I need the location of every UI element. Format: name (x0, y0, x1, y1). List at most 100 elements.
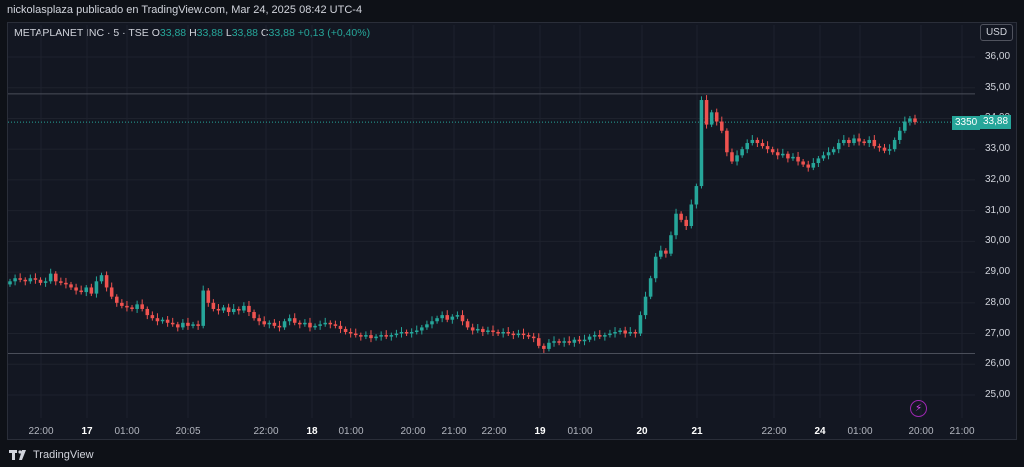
candle-body (191, 324, 195, 326)
candle-body (694, 186, 699, 205)
candle-body (582, 339, 587, 342)
candle-body (699, 100, 704, 187)
candle-body (160, 319, 165, 322)
x-tick-label: 21:00 (949, 426, 975, 437)
candle-body (13, 278, 17, 282)
candle-body (237, 308, 241, 311)
candle-body (211, 302, 216, 309)
candle-body (262, 321, 266, 325)
candle-body (53, 273, 58, 282)
candle-body (597, 335, 602, 337)
x-tick-label: 19 (534, 426, 546, 437)
candle-body (109, 287, 114, 297)
candle-body (460, 315, 465, 322)
candle-body (267, 322, 272, 325)
candle-body (516, 333, 521, 336)
candle-body (847, 139, 851, 144)
symbol-name[interactable]: METAPLANET INC · 5 · TSE (14, 27, 149, 39)
candle-body (130, 307, 134, 309)
candle-body (409, 332, 414, 334)
x-tick-label: 20:05 (175, 426, 201, 437)
candle-body (145, 308, 150, 316)
y-tick-label: 26,00 (985, 358, 1011, 370)
candle-body (359, 335, 363, 337)
candle-body (679, 213, 683, 220)
candle-body (114, 296, 119, 303)
candle-body (196, 324, 200, 326)
candle-body (435, 318, 439, 322)
candle-body (104, 275, 109, 288)
candle-body (399, 332, 404, 334)
candle-body (689, 204, 694, 226)
candle-body (572, 339, 577, 343)
candle-body (74, 287, 78, 291)
y-tick-label: 33,00 (985, 143, 1011, 155)
candle-body (155, 318, 160, 322)
candle-body (379, 335, 383, 337)
y-tick-label: 25,00 (985, 389, 1011, 400)
candle-body (735, 155, 739, 162)
volume-tag: 3350 (952, 116, 981, 130)
candle-body (33, 278, 38, 280)
candle-body (43, 281, 48, 283)
candle-body (857, 138, 861, 142)
candle-body (84, 287, 89, 293)
candle-body (882, 147, 887, 151)
x-tick-label: 01:00 (338, 426, 364, 437)
candle-body (531, 336, 536, 339)
candle-body (867, 139, 872, 144)
candle-body (181, 322, 185, 328)
x-tick-label: 22:00 (761, 426, 787, 437)
currency-button[interactable]: USD (980, 24, 1013, 41)
y-tick-label: 29,00 (985, 266, 1011, 278)
candle-body (150, 315, 155, 319)
candle-body (313, 325, 317, 328)
lightning-icon[interactable]: ⚡ (910, 400, 927, 417)
candle-body (165, 319, 170, 323)
chart-panel[interactable] (7, 22, 1017, 440)
y-tick-label: 28,00 (985, 296, 1011, 308)
candle-body (704, 100, 709, 125)
candle-body (140, 304, 144, 309)
open-label: O (151, 27, 160, 39)
candle-body (877, 146, 882, 148)
candle-body (653, 256, 658, 279)
candle-body (170, 322, 175, 325)
candle-body (374, 336, 378, 339)
candle-body (831, 149, 836, 153)
candle-body (272, 322, 277, 326)
x-tick-label: 21 (691, 426, 703, 437)
candle-body (562, 341, 566, 343)
x-tick-label: 18 (306, 426, 318, 437)
candle-body (836, 143, 841, 150)
low-label: L (225, 27, 232, 39)
candle-body (79, 290, 83, 293)
candle-body (750, 139, 755, 144)
candle-body (496, 332, 500, 334)
candle-body (506, 332, 511, 334)
candle-body (247, 305, 251, 313)
candle-body (475, 328, 480, 331)
candle-body (720, 121, 724, 131)
candle-body (221, 307, 226, 311)
x-tick-label: 01:00 (567, 426, 593, 437)
candle-body (99, 275, 104, 282)
candle-body (913, 118, 917, 123)
x-tick-label: 22:00 (481, 426, 507, 437)
footer-brand-label: TradingView (33, 449, 94, 461)
candle-body (323, 322, 328, 325)
x-tick-label: 22:00 (253, 426, 279, 437)
close-value: 33,88 (268, 27, 295, 39)
candle-body (28, 278, 33, 282)
candle-body (714, 112, 719, 122)
candle-body (536, 338, 541, 346)
candle-body (826, 152, 831, 156)
candle-body (48, 273, 53, 282)
candle-body (664, 250, 668, 254)
footer-brand[interactable]: TradingView (9, 449, 94, 461)
candle-body (592, 335, 597, 337)
candle-body (8, 281, 12, 285)
candle-body (135, 304, 139, 309)
candle-body (897, 130, 902, 140)
